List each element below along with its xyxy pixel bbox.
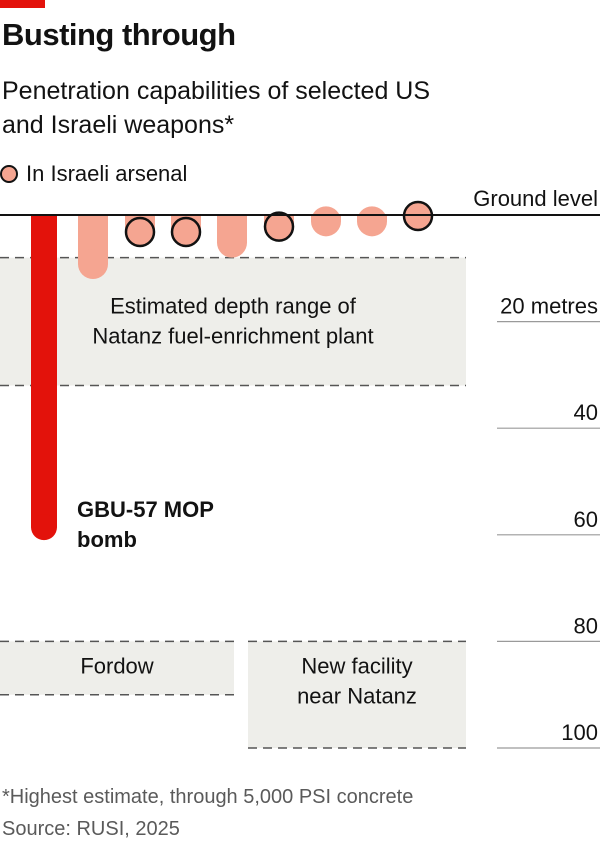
fordow-label: Fordow xyxy=(80,653,153,678)
weapon-bar-tip xyxy=(311,206,341,237)
weapon-bar-group xyxy=(78,215,108,279)
weapon-bar-group xyxy=(31,215,57,541)
footnote: *Highest estimate, through 5,000 PSI con… xyxy=(2,786,414,808)
israeli-arsenal-marker xyxy=(263,211,295,242)
weapon-bar-tip xyxy=(217,227,247,258)
new-facility-label: New facility xyxy=(301,653,412,678)
weapon-bar-group xyxy=(217,215,247,258)
weapon-bar-group xyxy=(170,215,202,248)
weapon-bar xyxy=(31,215,57,528)
ground-level-label: Ground level xyxy=(473,186,598,211)
source-note: Source: RUSI, 2025 xyxy=(2,818,180,840)
israeli-arsenal-marker xyxy=(124,216,156,248)
natanz-label: Estimated depth range of xyxy=(110,294,357,319)
legend-swatch-icon xyxy=(0,165,18,183)
y-axis: 20 metres 40 60 80 100 xyxy=(497,294,600,749)
mop-bar-label: bomb xyxy=(77,527,137,552)
weapon-bar-group xyxy=(311,206,341,237)
weapon-bar-tip xyxy=(357,206,387,237)
mop-bar-label: GBU-57 MOP xyxy=(77,497,214,522)
new-facility-label: near Natanz xyxy=(297,683,417,708)
weapon-bar-group xyxy=(124,215,156,248)
legend-label: In Israeli arsenal xyxy=(26,161,188,186)
fordow-band xyxy=(0,641,234,695)
new-facility-band xyxy=(248,641,466,748)
y-tick-label-80: 80 xyxy=(574,613,598,638)
weapon-bar-group xyxy=(357,206,387,237)
israeli-arsenal-marker xyxy=(170,216,202,248)
range-labels: Estimated depth range of Natanz fuel-enri… xyxy=(77,294,417,709)
y-tick-label-20: 20 metres xyxy=(500,294,598,319)
y-tick-label-40: 40 xyxy=(574,400,598,425)
brand-accent-bar xyxy=(0,0,45,8)
legend: In Israeli arsenal xyxy=(0,161,187,187)
weapon-bar-group xyxy=(263,211,295,242)
depth-ranges xyxy=(0,256,466,749)
weapon-bars xyxy=(31,200,434,541)
natanz-label: Natanz fuel-enrichment plant xyxy=(92,324,373,349)
weapon-bar-tip xyxy=(78,248,108,279)
chart-title: Busting through xyxy=(2,17,236,52)
y-tick-label-60: 60 xyxy=(574,507,598,532)
weapon-bar-tip xyxy=(31,514,57,541)
chart-subtitle: Penetration capabilities of selected US … xyxy=(2,77,431,139)
y-tick-label-100: 100 xyxy=(561,720,598,745)
natanz-band xyxy=(0,257,466,386)
